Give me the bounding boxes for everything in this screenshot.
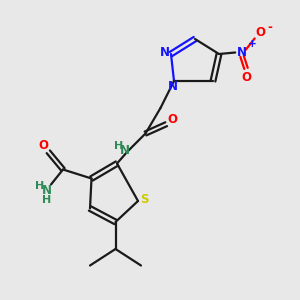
Text: N: N — [41, 184, 52, 197]
Text: N: N — [237, 46, 247, 59]
Text: H: H — [42, 195, 51, 206]
Text: N: N — [159, 46, 170, 59]
Text: N: N — [120, 143, 130, 157]
Text: N: N — [167, 80, 178, 93]
Text: +: + — [248, 39, 256, 49]
Text: O: O — [38, 139, 49, 152]
Text: O: O — [255, 26, 265, 40]
Text: -: - — [267, 21, 272, 34]
Text: O: O — [167, 113, 178, 126]
Text: H: H — [115, 141, 124, 151]
Text: O: O — [241, 71, 251, 84]
Text: H: H — [35, 181, 44, 191]
Text: S: S — [140, 193, 149, 206]
